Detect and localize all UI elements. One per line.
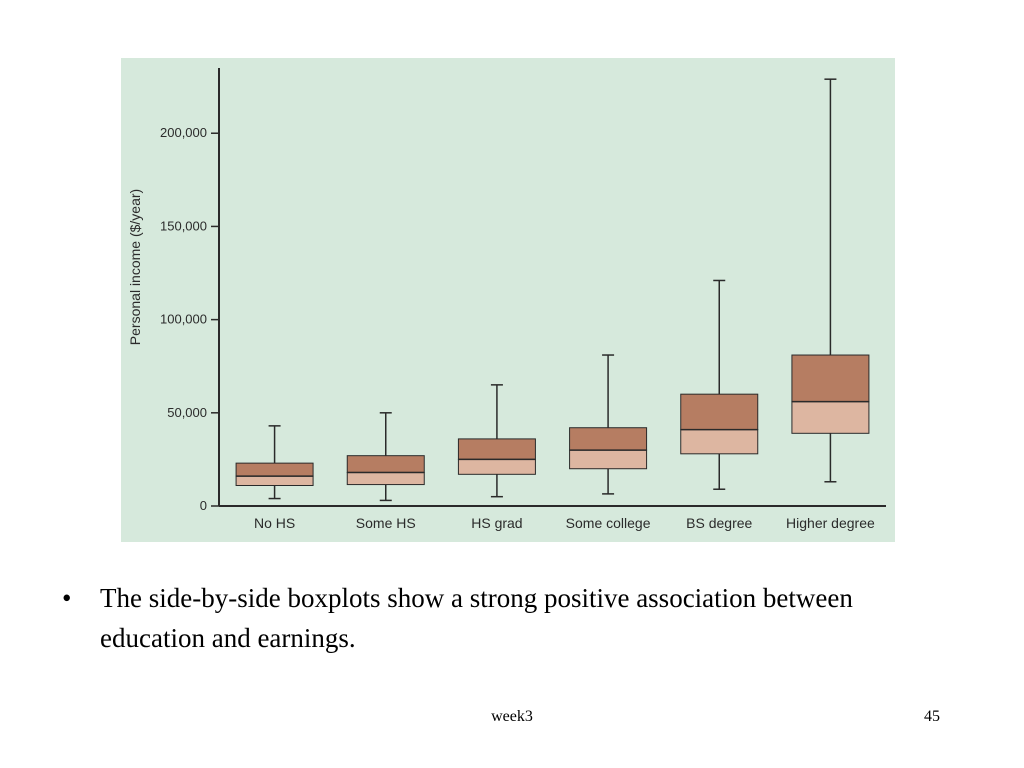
y-tick-label: 0	[200, 498, 207, 513]
box-upper-quartile	[791, 354, 870, 403]
y-tick-label: 200,000	[160, 125, 207, 140]
box-upper-quartile	[569, 427, 648, 451]
x-category-label: HS grad	[471, 515, 522, 531]
box-upper-quartile	[680, 393, 759, 431]
slide-footer: week3	[491, 708, 533, 725]
box-lower-quartile	[680, 429, 759, 455]
boxplot-figure: 0 50,000 100,000 150,000 200,000 Personal inc…	[121, 58, 895, 542]
box-upper-quartile	[346, 455, 425, 473]
x-category-label: Higher degree	[786, 515, 875, 531]
y-tick-label: 150,000	[160, 218, 207, 233]
box-lower-quartile	[235, 475, 314, 486]
box-lower-quartile	[791, 401, 870, 434]
boxplot-chart: 0 50,000 100,000 150,000 200,000 Personal inc…	[127, 68, 886, 531]
box-lower-quartile	[569, 449, 648, 470]
box-lower-quartile	[346, 471, 425, 486]
box-lower-quartile	[457, 458, 536, 475]
x-category-label: No HS	[254, 515, 295, 531]
y-tick-label: 50,000	[167, 405, 207, 420]
box-upper-quartile	[235, 462, 314, 477]
y-tick-label: 100,000	[160, 312, 207, 327]
x-category-label: Some HS	[356, 515, 416, 531]
y-axis-title: Personal income ($/year)	[127, 189, 143, 345]
bullet-mark: •	[62, 583, 72, 613]
bullet-point: • The side-by-side boxplots show a stron…	[62, 578, 962, 658]
x-category-label: Some college	[566, 515, 651, 531]
slide-number: 45	[924, 708, 940, 725]
x-category-label: BS degree	[686, 515, 752, 531]
bullet-text: The side-by-side boxplots show a strong …	[100, 583, 853, 653]
box-upper-quartile	[457, 438, 536, 460]
